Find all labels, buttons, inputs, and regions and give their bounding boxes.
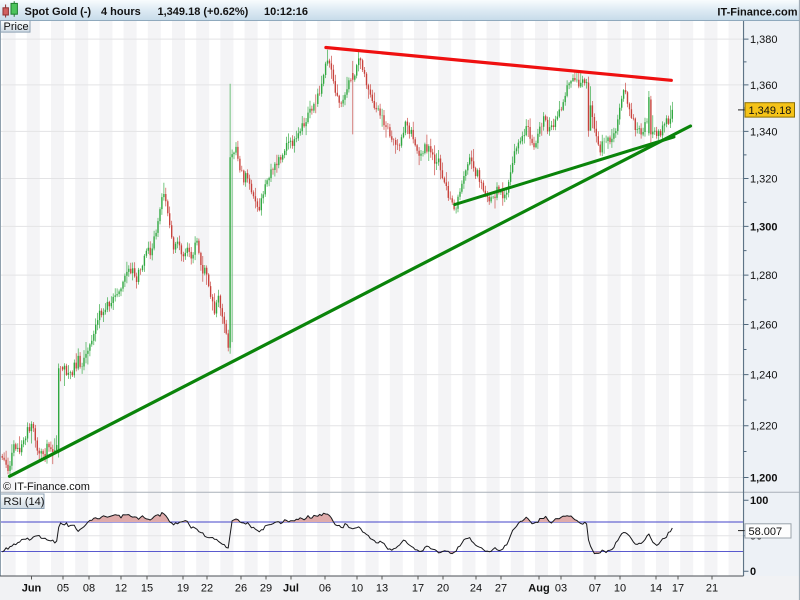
svg-text:1,349.18: 1,349.18: [749, 105, 792, 117]
svg-text:1,260: 1,260: [750, 319, 778, 331]
svg-text:06: 06: [319, 583, 331, 595]
svg-text:Price: Price: [4, 21, 29, 33]
svg-text:© IT-Finance.com: © IT-Finance.com: [3, 481, 90, 493]
svg-text:Spot Gold (-): Spot Gold (-): [25, 6, 92, 18]
svg-text:Jul: Jul: [283, 583, 299, 595]
svg-text:1,280: 1,280: [750, 270, 778, 282]
svg-text:21: 21: [706, 583, 718, 595]
svg-text:0: 0: [750, 566, 756, 578]
svg-text:03: 03: [555, 583, 567, 595]
svg-text:14: 14: [650, 583, 662, 595]
svg-text:1,380: 1,380: [750, 34, 778, 46]
svg-text:19: 19: [177, 583, 189, 595]
svg-text:1,360: 1,360: [750, 80, 778, 92]
svg-text:12: 12: [115, 583, 127, 595]
svg-text:13: 13: [376, 583, 388, 595]
svg-text:1,220: 1,220: [750, 421, 778, 433]
svg-text:10: 10: [351, 583, 363, 595]
svg-text:22: 22: [201, 583, 213, 595]
svg-text:1,349.18 (+0.62%): 1,349.18 (+0.62%): [158, 6, 249, 18]
svg-text:Jun: Jun: [22, 583, 42, 595]
svg-text:Aug: Aug: [528, 583, 549, 595]
svg-text:100: 100: [750, 495, 768, 507]
svg-text:1,240: 1,240: [750, 370, 778, 382]
svg-text:1,300: 1,300: [750, 221, 778, 233]
svg-text:17: 17: [672, 583, 684, 595]
svg-text:08: 08: [83, 583, 95, 595]
svg-text:10: 10: [614, 583, 626, 595]
svg-text:27: 27: [495, 583, 507, 595]
svg-text:05: 05: [57, 583, 69, 595]
svg-text:1,200: 1,200: [750, 472, 778, 484]
svg-text:4 hours: 4 hours: [101, 6, 141, 18]
svg-text:29: 29: [260, 583, 272, 595]
svg-text:24: 24: [470, 583, 482, 595]
svg-text:58.007: 58.007: [749, 526, 783, 538]
svg-text:1,340: 1,340: [750, 126, 778, 138]
svg-text:10:12:16: 10:12:16: [264, 6, 308, 18]
svg-text:15: 15: [141, 583, 153, 595]
svg-text:20: 20: [437, 583, 449, 595]
svg-text:07: 07: [589, 583, 601, 595]
svg-text:IT-Finance.com: IT-Finance.com: [717, 7, 797, 19]
svg-text:17: 17: [412, 583, 424, 595]
svg-text:26: 26: [235, 583, 247, 595]
svg-text:1,320: 1,320: [750, 173, 778, 185]
svg-text:RSI (14): RSI (14): [4, 496, 45, 508]
